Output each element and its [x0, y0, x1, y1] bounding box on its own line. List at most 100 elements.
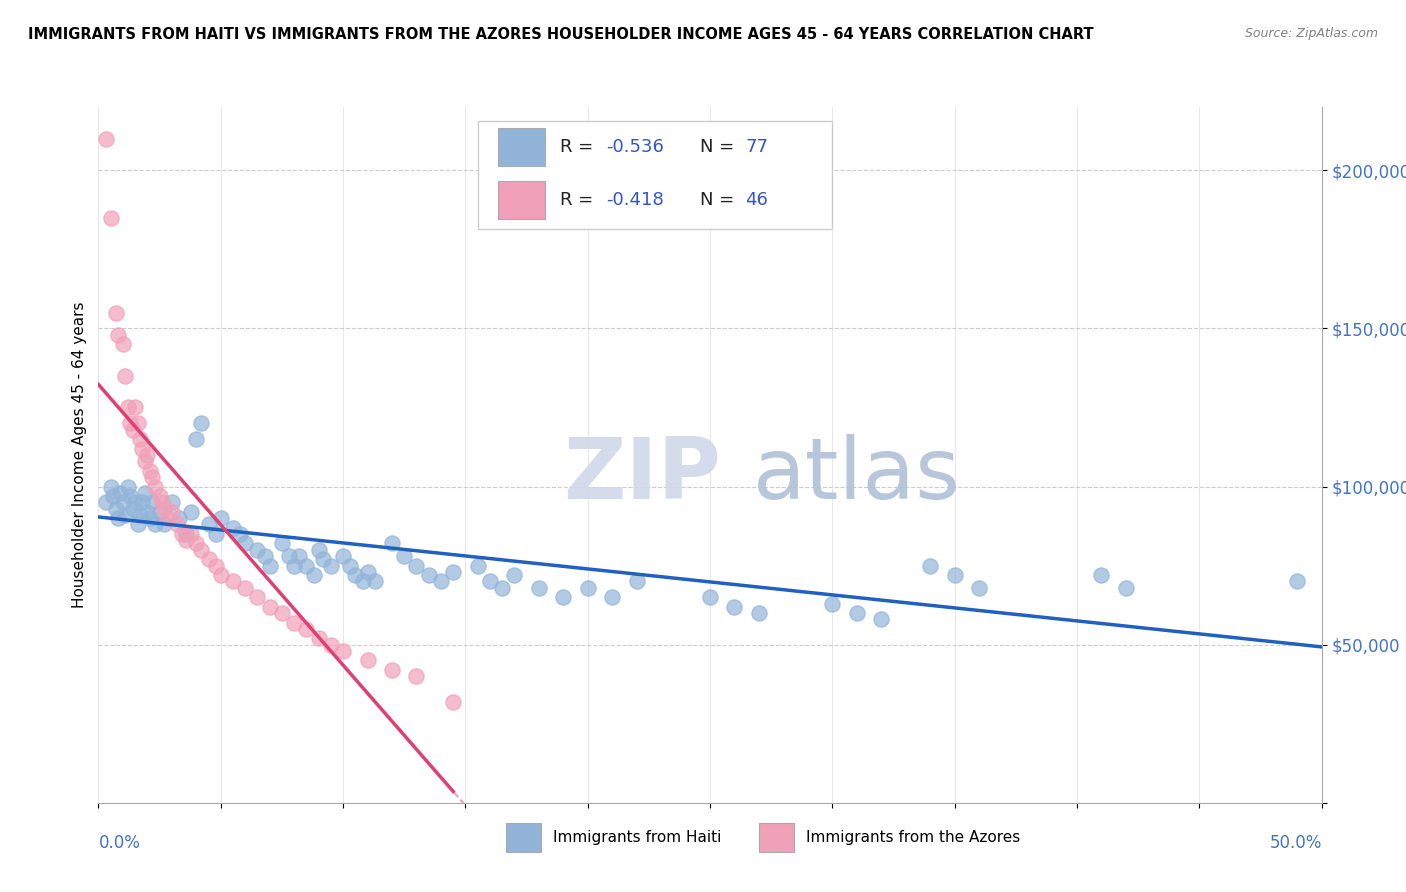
Point [186, 432, 208, 446]
Point [600, 591, 623, 605]
Point [308, 632, 330, 646]
Point [222, 521, 245, 535]
Y-axis label: Householder Income Ages 45 - 64 years: Householder Income Ages 45 - 64 years [72, 301, 87, 608]
Point [136, 505, 159, 519]
Point [186, 536, 208, 550]
Point [139, 464, 162, 478]
Point [129, 432, 152, 446]
Point [441, 565, 464, 579]
Point [104, 305, 127, 319]
Text: atlas: atlas [752, 434, 960, 517]
Point [121, 423, 143, 437]
Point [114, 508, 136, 522]
Point [100, 479, 122, 493]
FancyBboxPatch shape [498, 181, 546, 219]
Point [278, 549, 301, 563]
Point [143, 479, 166, 493]
Point [943, 568, 966, 582]
Point [136, 448, 159, 462]
Point [176, 533, 198, 548]
Point [205, 527, 228, 541]
Point [364, 574, 387, 589]
Point [748, 606, 770, 620]
Point [131, 495, 153, 509]
Point [1286, 574, 1309, 589]
Point [233, 581, 256, 595]
Point [141, 495, 163, 509]
Point [283, 615, 305, 630]
Point [356, 653, 378, 667]
Point [503, 568, 526, 582]
Point [209, 511, 232, 525]
Point [356, 565, 378, 579]
Text: -0.418: -0.418 [606, 191, 664, 209]
Point [352, 574, 374, 589]
Point [405, 558, 427, 573]
Point [127, 517, 149, 532]
Text: R =: R = [560, 191, 599, 209]
Point [723, 599, 745, 614]
Text: 77: 77 [745, 138, 769, 156]
Point [153, 517, 176, 532]
Point [120, 489, 142, 503]
Point [319, 638, 342, 652]
Point [295, 558, 318, 573]
Point [190, 542, 212, 557]
FancyBboxPatch shape [478, 121, 832, 229]
Text: R =: R = [560, 138, 599, 156]
Text: 50.0%: 50.0% [1270, 834, 1322, 852]
Point [259, 599, 281, 614]
Text: N =: N = [700, 138, 740, 156]
Point [312, 552, 335, 566]
Point [124, 401, 146, 415]
Point [308, 542, 330, 557]
Point [160, 505, 183, 519]
Point [332, 644, 354, 658]
Point [441, 695, 464, 709]
Point [1115, 581, 1137, 595]
Point [117, 401, 139, 415]
Point [270, 606, 294, 620]
Point [134, 454, 156, 468]
Point [288, 549, 311, 563]
Point [156, 511, 179, 525]
Text: ZIP: ZIP [564, 434, 721, 517]
Point [229, 527, 252, 541]
Point [149, 505, 172, 519]
Point [110, 486, 132, 500]
Point [143, 517, 166, 532]
Point [253, 549, 276, 563]
Point [418, 568, 440, 582]
Point [467, 558, 489, 573]
Text: 46: 46 [745, 191, 768, 209]
Text: IMMIGRANTS FROM HAITI VS IMMIGRANTS FROM THE AZORES HOUSEHOLDER INCOME AGES 45 -: IMMIGRANTS FROM HAITI VS IMMIGRANTS FROM… [28, 27, 1094, 42]
Point [392, 549, 416, 563]
Point [114, 368, 136, 383]
Point [699, 591, 721, 605]
Point [339, 558, 361, 573]
Point [332, 549, 354, 563]
Point [270, 536, 294, 550]
Point [149, 489, 172, 503]
Point [104, 501, 127, 516]
Point [209, 568, 232, 582]
Point [141, 470, 163, 484]
Point [107, 327, 129, 342]
Point [870, 612, 893, 626]
Point [491, 581, 513, 595]
Point [233, 536, 256, 550]
Point [920, 558, 942, 573]
Text: Immigrants from Haiti: Immigrants from Haiti [553, 830, 721, 845]
Point [553, 591, 575, 605]
Point [197, 517, 219, 532]
Point [124, 495, 146, 509]
Text: Immigrants from the Azores: Immigrants from the Azores [806, 830, 1019, 845]
Point [283, 558, 305, 573]
Point [129, 508, 152, 522]
Point [478, 574, 501, 589]
Point [94, 131, 117, 145]
Point [319, 558, 342, 573]
Point [111, 337, 134, 351]
Point [626, 574, 648, 589]
Point [967, 581, 990, 595]
